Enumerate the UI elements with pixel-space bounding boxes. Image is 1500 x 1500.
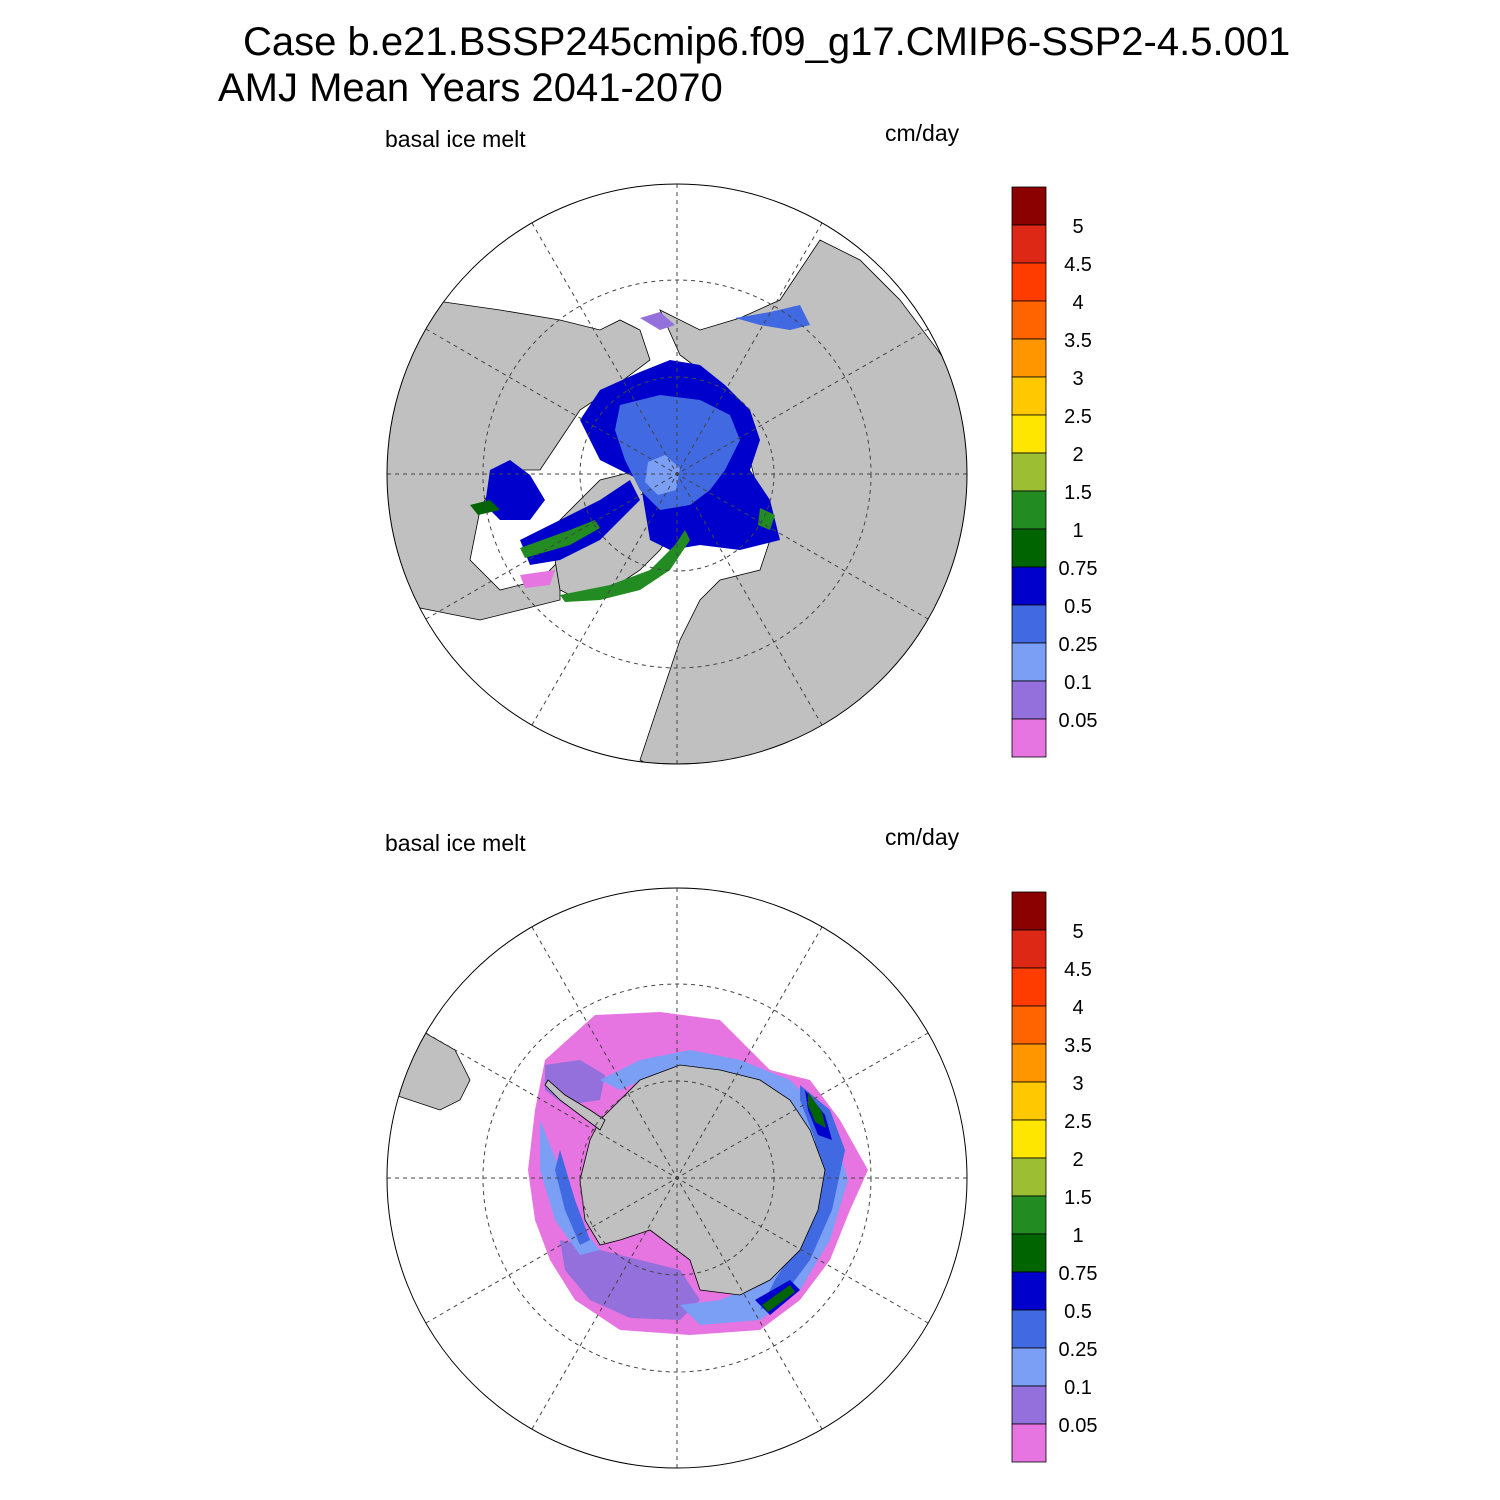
north-green-band-barents — [758, 508, 775, 530]
south-colorbar-swatch — [1011, 1423, 1047, 1463]
antarctica-land — [579, 1064, 826, 1296]
north-colorbar: 5 4.5 4 3.5 3 2.5 2 1.5 1 0.75 0.5 0.25 0.1 0.05 — [1011, 186, 1098, 758]
south-colorbar-swatch — [1011, 929, 1047, 969]
north-colorbar-tick-label: 0.05 — [1059, 710, 1098, 732]
north-colorbar-swatch — [1011, 186, 1047, 226]
north-hudson-bay-melt — [485, 460, 545, 520]
south-colorbar-tick-label: 4.5 — [1064, 959, 1092, 981]
north-polar-map — [386, 183, 968, 765]
south-colorbar-tick-label: 0.05 — [1059, 1415, 1098, 1437]
south-colorbar-tick-label: 2.5 — [1064, 1111, 1092, 1133]
north-green-band-hudson — [470, 500, 500, 515]
north-colorbar-tick-label: 0.1 — [1064, 672, 1092, 694]
north-colorbar-swatch — [1011, 528, 1047, 568]
south-colorbar-tick-label: 3 — [1072, 1073, 1083, 1095]
north-colorbar-tick-label: 3 — [1072, 368, 1083, 390]
north-colorbar-swatch — [1011, 338, 1047, 378]
north-okhotsk-melt — [640, 312, 675, 330]
north-colorbar-swatch — [1011, 452, 1047, 492]
north-colorbar-swatch — [1011, 224, 1047, 264]
figure-title-line2: AMJ Mean Years 2041-2070 — [218, 66, 723, 110]
south-map-border — [386, 887, 968, 1469]
south-colorbar-swatch — [1011, 1081, 1047, 1121]
south-melt-0.05-0.1 — [545, 1060, 700, 1320]
south-colorbar-tick-label: 2 — [1072, 1149, 1083, 1171]
south-colorbar-tick-label: 0.25 — [1059, 1339, 1098, 1361]
south-colorbar-swatch — [1011, 891, 1047, 931]
north-colorbar-tick-label: 2 — [1072, 444, 1083, 466]
south-colorbar-tick-label: 4 — [1072, 997, 1083, 1019]
south-polar-map — [386, 887, 968, 1469]
south-colorbar-tick-label: 1 — [1072, 1225, 1083, 1247]
south-colorbar-tick-label: 0.5 — [1064, 1301, 1092, 1323]
south-colorbar-swatch — [1011, 1385, 1047, 1425]
north-colorbar-tick-label: 0.5 — [1064, 596, 1092, 618]
north-colorbar-swatch — [1011, 414, 1047, 454]
north-colorbar-tick-label: 0.75 — [1059, 558, 1098, 580]
north-colorbar-tick-label: 5 — [1072, 216, 1083, 238]
south-colorbar-swatch — [1011, 1309, 1047, 1349]
north-colorbar-swatch — [1011, 680, 1047, 720]
north-melt-0.1-0.25 — [645, 455, 680, 495]
north-colorbar-tick-label: 3.5 — [1064, 330, 1092, 352]
south-colorbar-tick-label: 1.5 — [1064, 1187, 1092, 1209]
north-colorbar-tick-label: 2.5 — [1064, 406, 1092, 428]
south-colorbar-swatch — [1011, 1119, 1047, 1159]
south-colorbar-swatch — [1011, 1233, 1047, 1273]
south-colorbar-tick-label: 5 — [1072, 921, 1083, 943]
north-colorbar-swatch — [1011, 642, 1047, 682]
north-colorbar-tick-label: 4 — [1072, 292, 1083, 314]
north-colorbar-swatch — [1011, 490, 1047, 530]
south-panel-left-label: basal ice melt — [385, 830, 526, 856]
south-graticule — [387, 888, 967, 1468]
north-graticule — [387, 184, 967, 764]
north-map-border — [386, 183, 968, 765]
north-colorbar-swatch — [1011, 718, 1047, 758]
north-panel-units-label: cm/day — [885, 120, 960, 146]
south-colorbar-swatch — [1011, 1043, 1047, 1083]
north-labrador-pink — [520, 570, 555, 588]
south-colorbar-swatch — [1011, 1195, 1047, 1235]
north-bering-melt — [735, 305, 810, 330]
south-colorbar-swatch — [1011, 1005, 1047, 1045]
north-colorbar-tick-label: 0.25 — [1059, 634, 1098, 656]
north-green-band-east-greenland — [560, 530, 690, 602]
south-colorbar-tick-label: 0.1 — [1064, 1377, 1092, 1399]
antarctic-peninsula-land — [544, 1079, 606, 1131]
south-colorbar-swatch — [1011, 1271, 1047, 1311]
north-colorbar-swatch — [1011, 376, 1047, 416]
north-colorbar-tick-label: 1.5 — [1064, 482, 1092, 504]
north-colorbar-swatch — [1011, 604, 1047, 644]
south-melt-0.75-1 — [762, 1092, 826, 1312]
north-colorbar-swatch — [1011, 262, 1047, 302]
north-colorbar-swatch — [1011, 566, 1047, 606]
north-colorbar-swatch — [1011, 300, 1047, 340]
south-panel-units-label: cm/day — [885, 824, 960, 850]
south-colorbar-swatch — [1011, 1157, 1047, 1197]
north-panel-left-label: basal ice melt — [385, 126, 526, 152]
south-colorbar-tick-label: 0.75 — [1059, 1263, 1098, 1285]
south-colorbar: 5 4.5 4 3.5 3 2.5 2 1.5 1 0.75 0.5 0.25 0.1 0.05 — [1011, 891, 1098, 1463]
north-colorbar-tick-label: 1 — [1072, 520, 1083, 542]
south-colorbar-swatch — [1011, 1347, 1047, 1387]
north-colorbar-tick-label: 4.5 — [1064, 254, 1092, 276]
south-colorbar-tick-label: 3.5 — [1064, 1035, 1092, 1057]
figure-title-line1: Case b.e21.BSSP245cmip6.f09_g17.CMIP6-SS… — [243, 20, 1291, 64]
south-colorbar-swatch — [1011, 967, 1047, 1007]
